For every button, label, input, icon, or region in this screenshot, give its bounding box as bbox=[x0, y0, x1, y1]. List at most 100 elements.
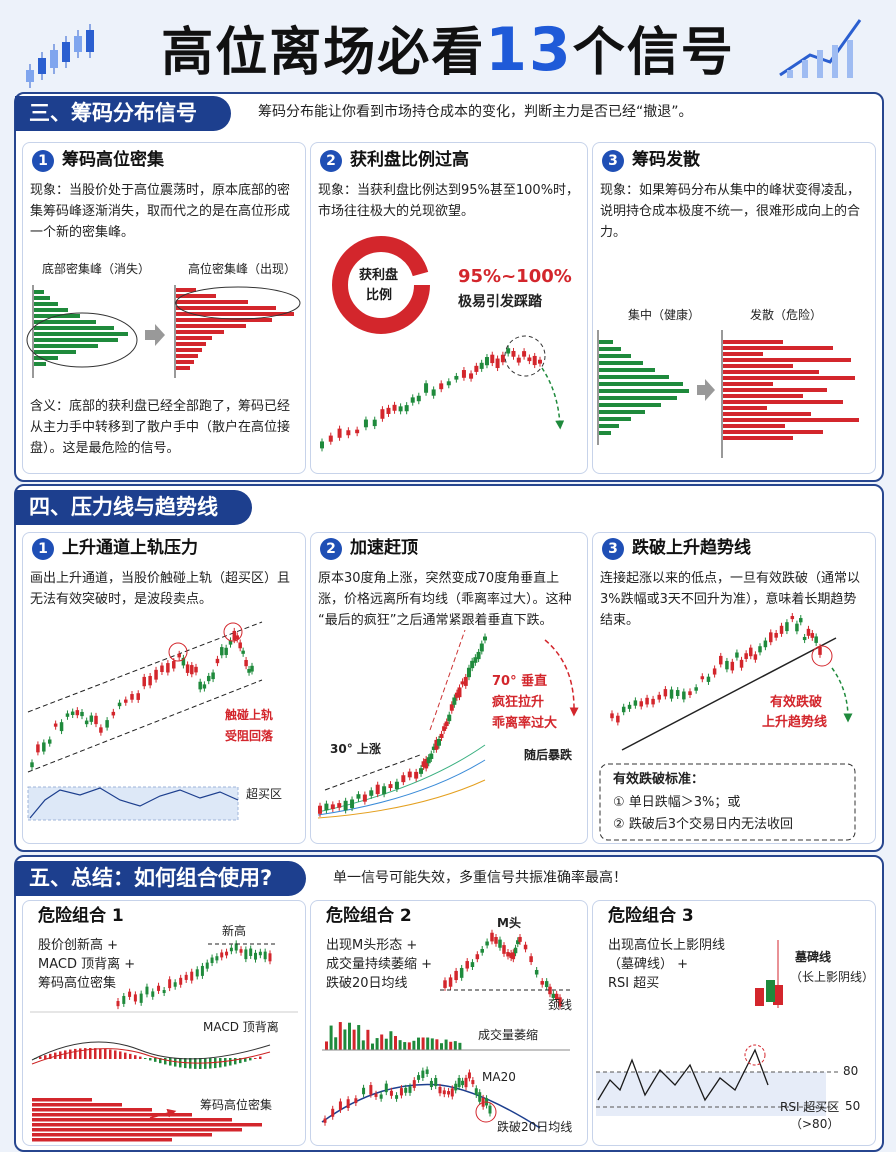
volume-bar bbox=[366, 1029, 370, 1050]
candle bbox=[343, 800, 348, 811]
line-art bbox=[597, 1048, 769, 1102]
candle bbox=[142, 676, 146, 687]
label: 乖离率过大 bbox=[492, 716, 558, 731]
donut bbox=[332, 236, 430, 334]
candle bbox=[450, 1088, 454, 1097]
chip-bar bbox=[32, 1138, 172, 1142]
chip-bar bbox=[723, 382, 773, 386]
candle bbox=[320, 441, 324, 449]
icon bbox=[74, 36, 82, 52]
chip-bar bbox=[723, 364, 793, 368]
candle bbox=[465, 961, 469, 969]
candle bbox=[426, 757, 431, 764]
label: 新高 bbox=[222, 924, 247, 938]
label: （长上影阴线） bbox=[790, 970, 875, 984]
candle bbox=[136, 693, 140, 700]
icon bbox=[26, 70, 34, 82]
candle bbox=[94, 715, 98, 725]
candle bbox=[755, 988, 764, 1006]
candle bbox=[452, 697, 457, 705]
candle bbox=[464, 1077, 468, 1088]
card-title: 危险组合 3 bbox=[608, 906, 694, 926]
candle bbox=[447, 714, 452, 722]
macd-bar bbox=[254, 1057, 257, 1059]
candle bbox=[500, 354, 505, 363]
volume-bar bbox=[343, 1029, 347, 1050]
card-line: 出现M头形态 + bbox=[326, 938, 418, 953]
label: 80 bbox=[843, 1064, 859, 1078]
candle bbox=[446, 381, 451, 386]
card-line: 股价创新高 + bbox=[38, 938, 119, 953]
candle bbox=[663, 689, 668, 697]
candle bbox=[424, 383, 429, 393]
box-item: ② 跌破后3个交易日内无法收回 bbox=[613, 817, 794, 832]
candle bbox=[220, 647, 224, 656]
chip-bar bbox=[34, 350, 76, 354]
candle bbox=[389, 1090, 393, 1096]
macd-bar bbox=[89, 1048, 92, 1059]
candle bbox=[516, 357, 521, 363]
candle bbox=[408, 1086, 412, 1093]
candle bbox=[730, 661, 735, 671]
title-part: 13 bbox=[485, 15, 573, 85]
candle bbox=[394, 781, 399, 790]
candle bbox=[166, 663, 170, 673]
chip-bar bbox=[723, 376, 855, 380]
candle bbox=[80, 711, 84, 717]
icon bbox=[787, 70, 793, 78]
label: RSI 超买区 bbox=[780, 1100, 840, 1114]
decoration bbox=[475, 1101, 497, 1123]
label: 有效跌破 bbox=[770, 695, 823, 710]
candle bbox=[130, 694, 134, 700]
candle bbox=[354, 1098, 358, 1104]
chip-bar bbox=[176, 306, 276, 310]
volume-bar bbox=[348, 1022, 351, 1050]
candle bbox=[185, 664, 190, 673]
candle bbox=[168, 979, 172, 989]
candle bbox=[478, 1092, 482, 1102]
candle bbox=[444, 721, 449, 727]
candle bbox=[116, 1001, 120, 1007]
candle bbox=[375, 784, 380, 795]
icon bbox=[86, 30, 94, 52]
candle bbox=[89, 715, 94, 722]
candle bbox=[522, 351, 527, 357]
candle bbox=[195, 969, 199, 977]
macd-bar bbox=[234, 1058, 237, 1065]
candle bbox=[554, 993, 559, 1000]
macd-bar bbox=[69, 1049, 72, 1059]
chip-bar bbox=[723, 346, 833, 350]
macd-bar bbox=[124, 1052, 127, 1059]
candle bbox=[263, 951, 267, 960]
candle bbox=[350, 799, 355, 809]
candle bbox=[395, 1095, 399, 1099]
card-text: 现象：如果筹码分布从集中的峰状变得凌乱，说明持仓成本极度不统一，很难形成向上的合… bbox=[600, 183, 861, 240]
macd-bar bbox=[134, 1055, 137, 1059]
candle bbox=[210, 957, 214, 964]
candle bbox=[779, 625, 784, 634]
box-item: ① 单日跌幅＞3%；或 bbox=[613, 795, 741, 810]
label: 70° 垂直 bbox=[492, 674, 548, 689]
candle bbox=[476, 651, 481, 660]
candle bbox=[725, 660, 729, 670]
candle bbox=[639, 701, 643, 707]
decoration bbox=[744, 1044, 766, 1066]
candle bbox=[338, 1101, 342, 1110]
volume-bar bbox=[458, 1042, 462, 1050]
candle bbox=[490, 932, 494, 942]
candle bbox=[498, 939, 502, 948]
macd-bar bbox=[159, 1058, 162, 1064]
card-note: 含义：底部的获利盘已经全部跑了，筹码已经从主力手中转移到了散户手中（散户在高位接… bbox=[30, 399, 291, 456]
line-art bbox=[31, 1041, 271, 1061]
candle bbox=[172, 661, 176, 669]
candle bbox=[139, 993, 143, 1003]
candle bbox=[461, 1080, 465, 1086]
candle bbox=[431, 746, 436, 750]
candle bbox=[181, 657, 186, 666]
candle bbox=[318, 805, 322, 814]
chip-bar bbox=[723, 424, 785, 428]
label: 随后暴跌 bbox=[524, 748, 573, 762]
candle bbox=[523, 944, 528, 950]
chip-bar bbox=[32, 1128, 242, 1132]
candle bbox=[454, 692, 459, 698]
